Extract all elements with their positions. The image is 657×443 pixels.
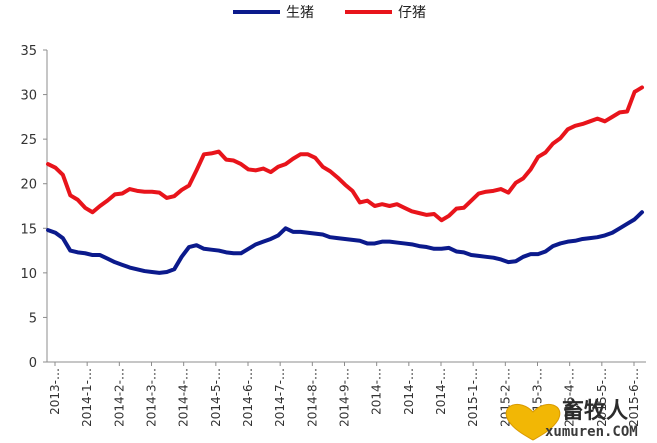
x-tick-label: 2014-1-… xyxy=(80,368,94,427)
watermark-cn: 畜牧人 xyxy=(562,398,628,424)
y-tick-label: 10 xyxy=(20,267,37,282)
y-axis-ticks: 0 5 10 15 20 25 30 35 xyxy=(20,44,47,371)
legend-label-live-hog: 生猪 xyxy=(286,5,314,21)
heart-icon xyxy=(505,403,561,441)
x-tick-label: 2014-… xyxy=(402,368,416,415)
x-tick-label: 2014-6-… xyxy=(241,368,255,427)
x-tick-label: 2014-7-… xyxy=(273,368,287,427)
x-tick-label: 2014-3-… xyxy=(145,368,159,427)
y-tick-label: 35 xyxy=(20,44,37,59)
legend: 生猪 仔猪 xyxy=(233,5,426,21)
x-tick-label: 2015-5-… xyxy=(595,368,609,427)
series-line-live-hog xyxy=(46,210,644,275)
series-layer xyxy=(46,85,644,275)
x-tick-label: 2013-… xyxy=(48,368,62,415)
x-axis-ticks: 2013-… 2014-1-… 2014-2-… 2014-3-… 2014-4-… 20… xyxy=(48,362,641,427)
x-tick-label: 2015-4-… xyxy=(563,368,577,427)
x-tick-label: 2014-… xyxy=(370,368,384,415)
y-tick-label: 5 xyxy=(29,311,37,326)
x-tick-label: 2014-9-… xyxy=(338,368,352,427)
y-tick-label: 20 xyxy=(20,178,37,193)
x-tick-label: 2014-2-… xyxy=(112,368,126,427)
x-tick-label: 2014-4-… xyxy=(177,368,191,427)
x-tick-label: 2014-8-… xyxy=(305,368,319,427)
watermark-en: xumuren.COM xyxy=(545,424,638,440)
y-tick-label: 15 xyxy=(20,222,37,237)
watermark-logo: 畜牧人 xumuren.COM xyxy=(505,398,638,441)
y-tick-label: 0 xyxy=(29,356,37,371)
x-tick-label: 2014-… xyxy=(434,368,448,415)
legend-label-piglet: 仔猪 xyxy=(398,5,426,21)
series-line-piglet xyxy=(46,85,644,223)
y-tick-label: 30 xyxy=(20,89,37,104)
x-tick-label: 2015-6-… xyxy=(627,368,641,427)
y-tick-label: 25 xyxy=(20,133,37,148)
x-tick-label: 2015-1-… xyxy=(466,368,480,427)
x-tick-label: 2014-5-… xyxy=(209,368,223,427)
